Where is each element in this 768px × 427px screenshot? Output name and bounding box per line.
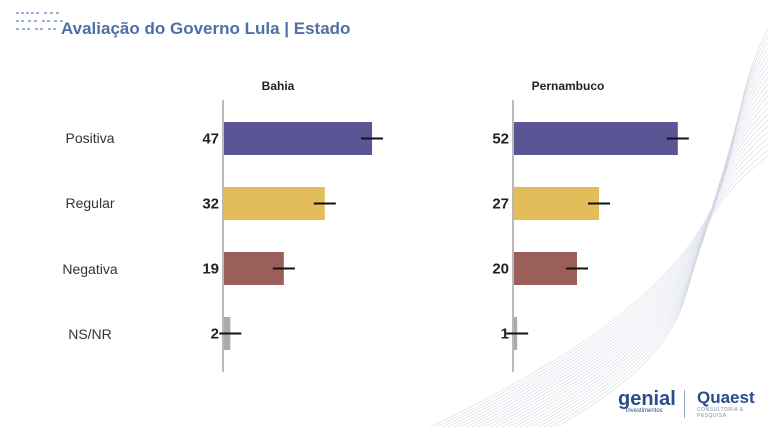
genial-logo-subtitle: investimentos [626,408,663,414]
bar-pernambuco-positiva [514,122,678,155]
page-title: Avaliação do Governo Lula | Estado [61,19,351,38]
genial-logo: genial [618,388,676,410]
wave-line [435,35,768,427]
wave-line [555,155,768,427]
category-label-nsnr: NS/NR [68,326,112,342]
value-label-bahia-regular: 32 [202,196,219,213]
bar-bahia-regular [224,187,325,220]
quaest-logo: Quaest [697,388,755,407]
logo-divider [684,390,685,418]
category-label-negativa: Negativa [62,261,118,277]
panel-title-bahia: Bahia [261,79,295,93]
value-label-pernambuco-negativa: 20 [492,261,509,278]
value-label-pernambuco-positiva: 52 [492,131,509,148]
value-label-bahia-nsnr: 2 [211,326,219,343]
category-label-positiva: Positiva [65,130,115,146]
panel-title-pernambuco: Pernambuco [531,79,605,93]
decorative-wave-lines [429,29,768,427]
wave-line [447,47,768,427]
bar-pernambuco-regular [514,187,600,220]
wave-line [453,53,768,427]
quaest-logo-subtitle: CONSULTORIA & PESQUISA [697,407,744,419]
value-label-pernambuco-regular: 27 [492,196,509,213]
category-label-regular: Regular [65,195,115,211]
bar-bahia-positiva [224,122,373,155]
decorative-dot-pattern [16,12,63,30]
wave-line [441,41,768,427]
value-label-bahia-negativa: 19 [202,261,219,278]
value-label-bahia-positiva: 47 [202,131,219,148]
value-label-pernambuco-nsnr: 1 [501,326,509,343]
